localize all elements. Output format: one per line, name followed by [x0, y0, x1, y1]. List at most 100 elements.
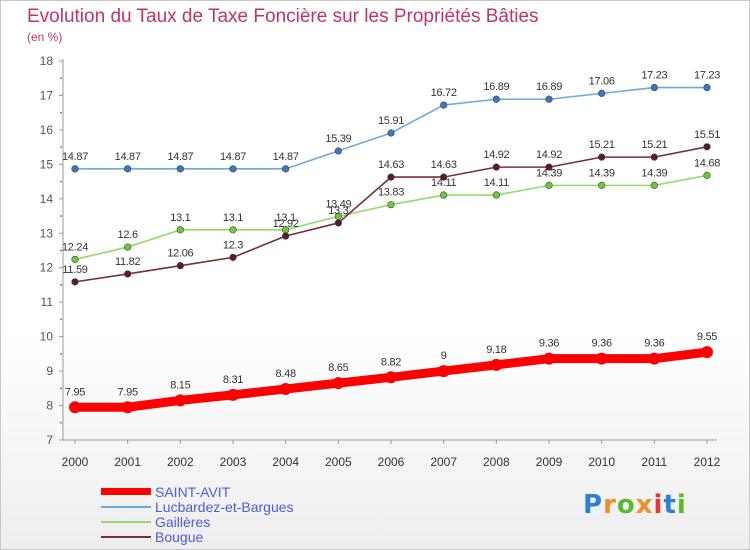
legend-item-lucbardez-et-bargues[interactable]: Lucbardez-et-Bargues: [101, 500, 361, 515]
data-label: 8.48: [276, 368, 296, 380]
data-label: 16.72: [431, 87, 457, 99]
legend-item-gailleres[interactable]: Gaillères: [101, 515, 361, 530]
data-point: [648, 352, 661, 365]
data-label: 8.15: [170, 379, 190, 391]
data-point: [69, 401, 81, 414]
logo-letter: t: [663, 490, 677, 520]
data-point: [71, 278, 79, 286]
data-point: [71, 165, 79, 173]
legend-label: Lucbardez-et-Bargues: [155, 499, 294, 515]
data-label: 12.92: [273, 218, 299, 230]
data-point: [229, 253, 237, 261]
x-tick-label: 2009: [536, 455, 563, 469]
legend-swatch: [101, 488, 151, 495]
data-point: [650, 153, 658, 161]
data-point: [121, 401, 134, 414]
data-label: 8.31: [223, 374, 243, 386]
y-tick-label: 12: [40, 261, 54, 275]
logo-letter: P: [583, 490, 604, 520]
x-tick-label: 2006: [378, 455, 405, 469]
data-point: [440, 191, 448, 199]
legend-item-bougue[interactable]: Bougue: [101, 530, 361, 545]
y-tick-label: 10: [40, 330, 54, 344]
data-point: [229, 165, 237, 173]
x-tick-label: 2002: [167, 455, 194, 469]
data-point: [279, 383, 292, 396]
data-label: 14.92: [483, 149, 509, 161]
data-label: 8.82: [381, 356, 401, 368]
x-tick-label: 2000: [62, 455, 89, 469]
data-label: 14.63: [431, 159, 457, 171]
data-point: [440, 101, 448, 109]
data-label: 13.1: [276, 212, 296, 224]
data-label: 7.95: [65, 386, 85, 398]
data-point: [543, 352, 555, 365]
data-point: [227, 388, 239, 401]
data-label: 14.11: [484, 177, 509, 189]
data-label: 7.95: [118, 386, 138, 398]
data-label: 14.11: [431, 177, 456, 189]
data-point: [334, 147, 342, 155]
data-point: [440, 173, 448, 181]
data-point: [598, 153, 606, 161]
data-point: [650, 83, 658, 92]
data-point: [332, 377, 345, 390]
data-label: 9: [441, 350, 447, 362]
y-tick-label: 9: [46, 364, 53, 378]
data-label: 12.6: [118, 229, 138, 241]
data-point: [545, 163, 553, 171]
x-tick-label: 2012: [694, 455, 721, 469]
data-label: 17.23: [694, 70, 720, 82]
chart-legend: SAINT-AVIT Lucbardez-et-Bargues Gaillère…: [101, 485, 361, 545]
data-label: 17.06: [589, 75, 615, 87]
data-label: 12.3: [223, 239, 243, 251]
y-tick-label: 11: [41, 295, 54, 309]
data-label: 13.1: [223, 212, 243, 224]
y-minor-tick: [60, 77, 62, 80]
data-point: [701, 346, 713, 359]
data-point: [650, 181, 658, 189]
y-minor-tick: [60, 387, 62, 390]
legend-swatch: [101, 506, 151, 508]
x-tick-label: 2007: [430, 455, 457, 469]
y-minor-tick: [60, 146, 62, 149]
data-label: 9.36: [644, 338, 664, 350]
y-minor-tick: [60, 111, 62, 114]
x-tick-label: 2005: [325, 455, 352, 469]
data-label: 14.39: [589, 167, 615, 179]
data-label: 14.87: [220, 151, 246, 163]
data-point: [387, 173, 395, 181]
data-point: [176, 262, 184, 270]
data-label: 14.92: [536, 149, 562, 161]
legend-item-saint-avit[interactable]: SAINT-AVIT: [101, 485, 361, 500]
y-minor-tick: [60, 215, 62, 217]
logo-letter: r: [603, 490, 617, 520]
y-tick-label: 17: [40, 88, 54, 102]
data-point: [492, 163, 500, 171]
data-label: 11.82: [115, 256, 140, 268]
legend-swatch: [101, 521, 151, 523]
legend-swatch: [101, 536, 151, 538]
x-tick-label: 2003: [220, 455, 247, 469]
y-tick-label: 15: [40, 157, 54, 171]
data-label: 14.68: [694, 157, 720, 169]
data-point: [703, 171, 711, 179]
data-point: [124, 270, 132, 278]
data-label: 11.59: [62, 264, 87, 276]
data-point: [437, 365, 450, 378]
data-point: [490, 358, 503, 371]
data-label: 13.49: [325, 198, 351, 210]
data-label: 17.23: [641, 70, 667, 82]
x-tick-label: 2008: [483, 455, 510, 469]
data-label: 15.51: [694, 129, 720, 141]
data-label: 9.36: [539, 338, 559, 350]
legend-label: SAINT-AVIT: [155, 484, 231, 500]
data-point: [71, 255, 79, 264]
data-point: [176, 226, 184, 234]
data-label: 15.21: [641, 139, 667, 151]
chart-title: Evolution du Taux de Taxe Foncière sur l…: [27, 6, 539, 27]
data-point: [385, 371, 397, 384]
data-label: 14.87: [115, 151, 141, 163]
